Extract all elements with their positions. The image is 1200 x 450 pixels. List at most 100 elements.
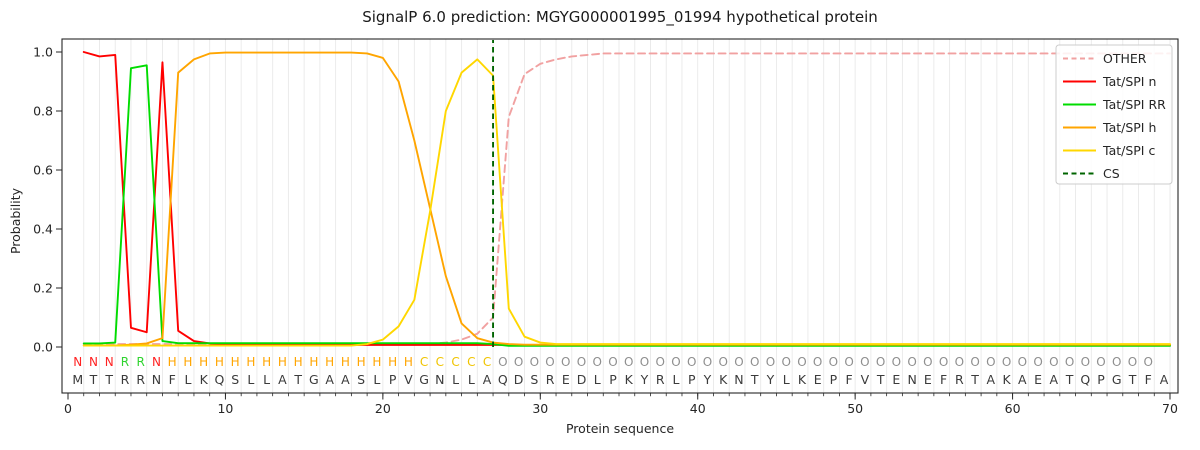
region-label: O <box>1002 355 1011 369</box>
y-axis: 0.0 0.2 0.4 0.6 0.8 1.0 <box>33 44 62 354</box>
sequence-letter: T <box>293 372 302 387</box>
sequence-letter: T <box>89 372 98 387</box>
sequence-letter: K <box>625 372 634 387</box>
region-label: O <box>734 355 743 369</box>
region-label: O <box>1018 355 1027 369</box>
chart-title: SignalP 6.0 prediction: MGYG000001995_01… <box>362 8 878 26</box>
sequence-letter: G <box>419 372 429 387</box>
sequence-letter: E <box>892 372 900 387</box>
region-label: H <box>183 355 192 369</box>
region-label: O <box>530 355 539 369</box>
x-tick-label: 10 <box>217 401 233 416</box>
region-label: O <box>829 355 838 369</box>
region-label: H <box>357 355 366 369</box>
x-axis: 0 10 20 30 40 50 60 70 <box>64 393 1178 416</box>
sequence-letter: L <box>373 372 380 387</box>
sequence-letter: L <box>452 372 459 387</box>
x-axis-label: Protein sequence <box>565 421 675 436</box>
sequence-letter: V <box>404 372 413 387</box>
series-line-tat-spi-n <box>82 51 1171 346</box>
legend-label-tat-spi-n: Tat/SPI n <box>1102 74 1156 89</box>
region-label: O <box>718 355 727 369</box>
sequence-letter: Q <box>498 372 508 387</box>
sequence-letter: S <box>231 372 239 387</box>
region-label: O <box>813 355 822 369</box>
x-tick-label: 60 <box>1005 401 1021 416</box>
sequence-letter: R <box>136 372 145 387</box>
region-label: O <box>593 355 602 369</box>
sequence-letter: P <box>609 372 617 387</box>
x-tick-label: 0 <box>64 401 72 416</box>
sequence-letter: N <box>435 372 444 387</box>
sequence-letter: D <box>514 372 524 387</box>
legend-label-cs: CS <box>1103 166 1120 181</box>
region-label: O <box>766 355 775 369</box>
sequence-letter: R <box>121 372 130 387</box>
sequence-letter: T <box>1065 372 1074 387</box>
region-label: O <box>1144 355 1153 369</box>
sequence-letter: A <box>1018 372 1027 387</box>
region-label: O <box>703 355 712 369</box>
legend: OTHER Tat/SPI n Tat/SPI RR Tat/SPI h Tat/SPI… <box>1055 44 1173 185</box>
region-label: H <box>278 355 287 369</box>
sequence-letter: S <box>357 372 365 387</box>
region-label: O <box>892 355 901 369</box>
sequence-letter: N <box>734 372 743 387</box>
legend-label-tat-spi-rr: Tat/SPI RR <box>1102 97 1166 112</box>
region-label: O <box>561 355 570 369</box>
region-label: H <box>168 355 177 369</box>
region-label: O <box>624 355 633 369</box>
sequence-letter: L <box>594 372 601 387</box>
sequence-letter: A <box>1160 372 1169 387</box>
sequence-letter: Y <box>703 372 712 387</box>
region-label: H <box>341 355 350 369</box>
region-label: O <box>608 355 617 369</box>
region-label: O <box>986 355 995 369</box>
sequence-letter: P <box>830 372 838 387</box>
legend-box <box>1055 44 1173 185</box>
sequence-letter: E <box>562 372 570 387</box>
region-label: O <box>640 355 649 369</box>
region-label: O <box>1128 355 1137 369</box>
x-tick-label: 20 <box>375 401 391 416</box>
region-label: C <box>420 355 428 369</box>
sequence-letter: R <box>955 372 964 387</box>
sequence-letter: R <box>656 372 665 387</box>
region-label: H <box>231 355 240 369</box>
x-tick-label: 70 <box>1162 401 1178 416</box>
sequence-letter: K <box>200 372 209 387</box>
region-label: O <box>498 355 507 369</box>
region-label: H <box>309 355 318 369</box>
y-tick-label: 1.0 <box>33 44 53 59</box>
series-line-tat-spi-h <box>82 51 1171 347</box>
sequence-letter: A <box>325 372 334 387</box>
region-label: O <box>860 355 869 369</box>
sequence-letter: M <box>72 372 83 387</box>
sequence-letter: L <box>247 372 254 387</box>
region-label: H <box>404 355 413 369</box>
region-label: O <box>781 355 790 369</box>
region-label: O <box>876 355 885 369</box>
region-label: N <box>89 355 98 369</box>
sequence-letter: T <box>1128 372 1137 387</box>
region-label: C <box>451 355 459 369</box>
legend-label-tat-spi-h: Tat/SPI h <box>1102 120 1156 135</box>
sequence-letter: E <box>924 372 932 387</box>
sequence-letter: A <box>341 372 350 387</box>
region-label: C <box>436 355 444 369</box>
region-label: O <box>656 355 665 369</box>
plot-frame <box>61 38 1179 394</box>
region-label: H <box>246 355 255 369</box>
y-tick-label: 0.6 <box>33 162 53 177</box>
sequence-letter: N <box>152 372 161 387</box>
sequence-letter: P <box>389 372 397 387</box>
sequence-letter: N <box>907 372 916 387</box>
region-label: H <box>294 355 303 369</box>
sequence-letter: P <box>1097 372 1105 387</box>
sequence-letter: A <box>278 372 287 387</box>
region-label: H <box>215 355 224 369</box>
region-label: O <box>687 355 696 369</box>
